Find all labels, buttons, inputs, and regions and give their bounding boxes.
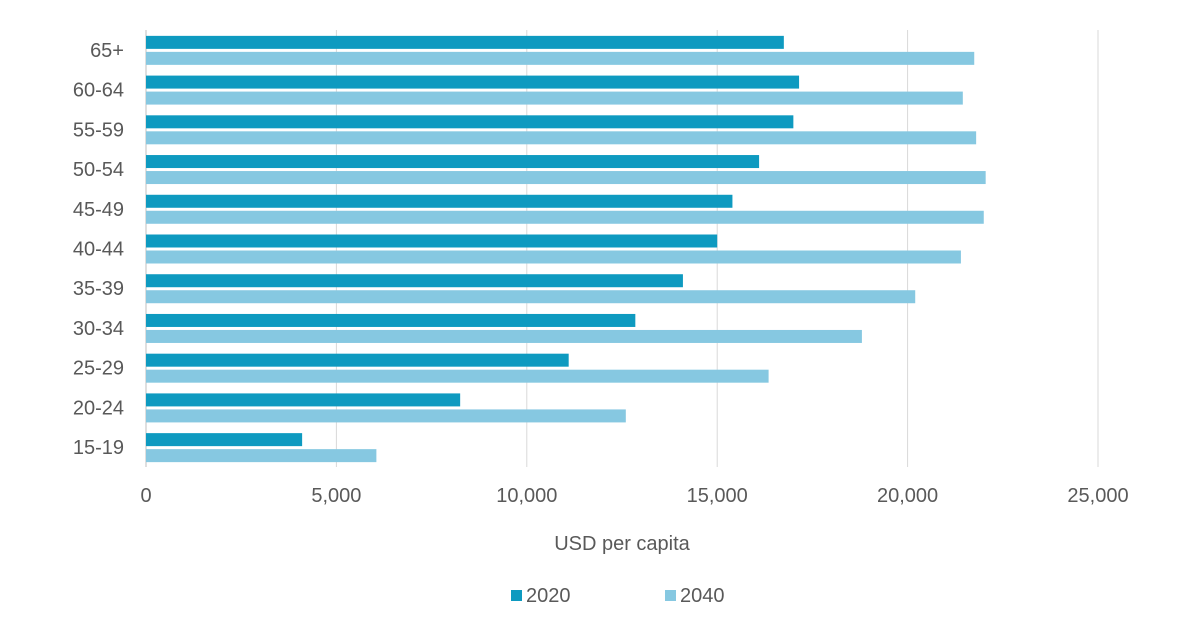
bar-2020-65+ [146, 35, 784, 49]
x-tick-label: 25,000 [1067, 485, 1128, 507]
category-label: 35-39 [73, 278, 124, 300]
category-label: 55-59 [73, 119, 124, 141]
x-tick-label: 15,000 [687, 485, 748, 507]
bar-2020-30-34 [146, 313, 636, 327]
category-labels: 65+ 60-64 55-59 50-54 45-49 40-44 35-39 30-34 25… [73, 40, 124, 459]
x-tick-label: 10,000 [496, 485, 557, 507]
category-label: 25-29 [73, 358, 124, 380]
category-label: 30-34 [73, 318, 124, 340]
bar-2040-25-29 [146, 369, 769, 383]
bar-2020-35-39 [146, 274, 683, 288]
x-tick-label: 0 [140, 485, 151, 507]
category-label: 50-54 [73, 159, 124, 181]
bar-2040-35-39 [146, 290, 916, 304]
bar-2040-40-44 [146, 250, 961, 264]
bar-2040-20-24 [146, 409, 626, 423]
category-label: 60-64 [73, 80, 124, 102]
legend: 2020 2040 [511, 585, 725, 607]
bar-2040-30-34 [146, 329, 862, 343]
bar-2020-40-44 [146, 234, 718, 248]
bars [146, 35, 986, 463]
x-tick-labels: 0 5,000 10,000 15,000 20,000 25,000 [140, 485, 1128, 507]
category-label: 15-19 [73, 437, 124, 459]
bar-2020-20-24 [146, 393, 461, 407]
x-axis-title: USD per capita [554, 533, 690, 555]
bar-2040-45-49 [146, 210, 984, 224]
bar-2020-15-19 [146, 433, 303, 447]
legend-label-2020: 2020 [526, 585, 571, 607]
category-label: 65+ [90, 40, 124, 62]
x-tick-label: 20,000 [877, 485, 938, 507]
bar-2020-50-54 [146, 155, 760, 169]
bar-2020-55-59 [146, 115, 794, 129]
bar-2040-55-59 [146, 131, 977, 145]
category-label: 20-24 [73, 397, 124, 419]
legend-swatch-2020 [511, 590, 522, 601]
bar-2040-15-19 [146, 449, 377, 463]
category-label: 40-44 [73, 239, 124, 261]
bar-2040-50-54 [146, 171, 986, 185]
bar-2020-60-64 [146, 75, 800, 89]
bar-2040-60-64 [146, 91, 963, 105]
legend-swatch-2040 [665, 590, 676, 601]
bar-2020-45-49 [146, 194, 733, 208]
bar-2040-65+ [146, 51, 975, 65]
legend-label-2040: 2040 [680, 585, 725, 607]
category-label: 45-49 [73, 199, 124, 221]
bar-2020-25-29 [146, 353, 569, 367]
x-tick-label: 5,000 [311, 485, 361, 507]
